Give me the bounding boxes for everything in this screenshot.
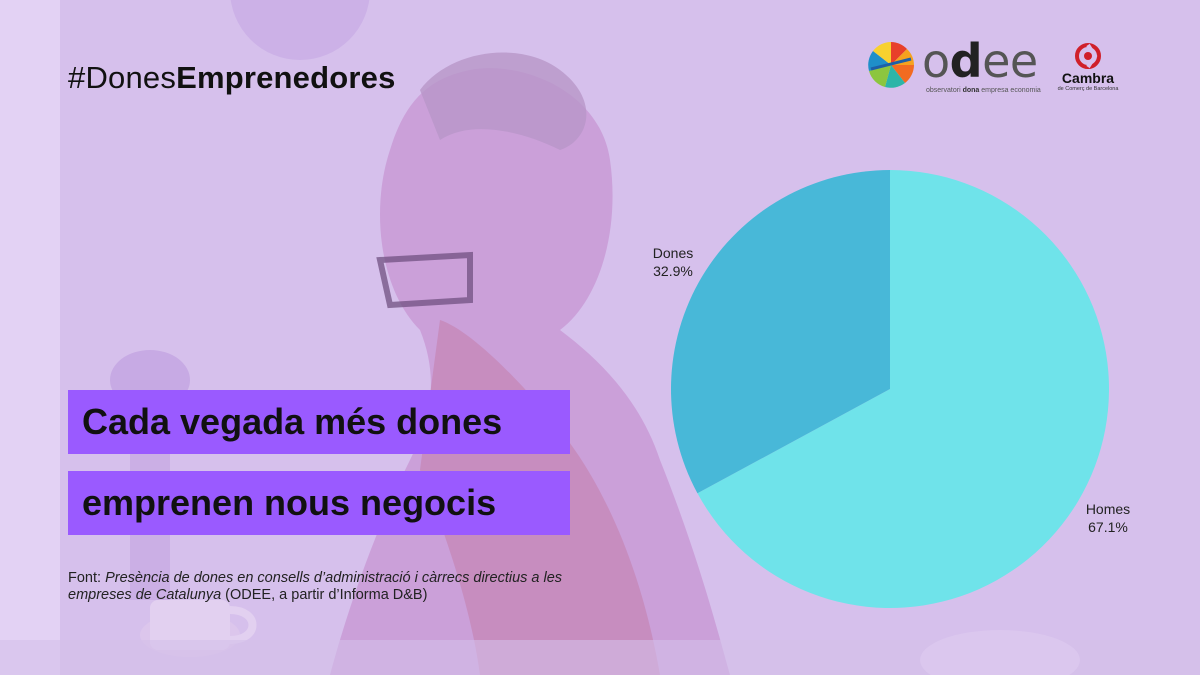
odee-wordmark: odee [922,34,1038,88]
odee-logo-icon [868,42,914,88]
cambra-tagline: de Comerç de Barcelona [1057,86,1119,92]
source-prefix: Font: [68,570,106,586]
source-title: Presència de dones en consells d’adminis… [68,570,563,603]
cambra-wordmark: Cambra [1061,70,1115,86]
pie-label-homes-value: 67.1% [1088,519,1128,535]
cambra-logo: Cambra de Comerç de Barcelona [1052,42,1124,102]
hashtag-title: #DonesEmprenedores [68,60,396,96]
pie-label-dones-name: Dones [653,245,693,261]
headline-line-1: Cada vegada més dones [68,390,570,454]
source-suffix: (ODEE, a partir d’Informa D&B) [221,587,428,603]
pie-chart: Homes 67.1% Dones 32.9% [653,170,1130,608]
pie-slice-dones [671,170,890,494]
source-note: Font: Presència de dones en consells d’a… [68,570,588,604]
hashtag-prefix: #Dones [68,60,177,95]
headline-line-2: emprenen nous negocis [68,471,570,535]
pie-label-homes-name: Homes [1086,501,1130,517]
odee-tagline: observatori dona empresa economia [926,87,1041,94]
cambra-logo-icon [1075,43,1101,69]
hashtag-bold: Emprenedores [176,60,396,95]
pie-label-dones-value: 32.9% [653,263,693,279]
pie-slice-homes [697,170,1109,608]
odee-logo: odee observatori dona empresa economia [864,34,1044,100]
